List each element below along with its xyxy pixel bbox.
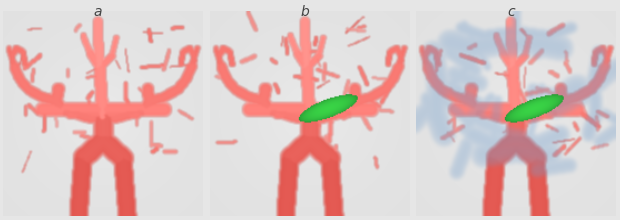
Text: c: c (508, 6, 515, 20)
Text: b: b (301, 6, 309, 20)
Text: a: a (94, 6, 102, 20)
